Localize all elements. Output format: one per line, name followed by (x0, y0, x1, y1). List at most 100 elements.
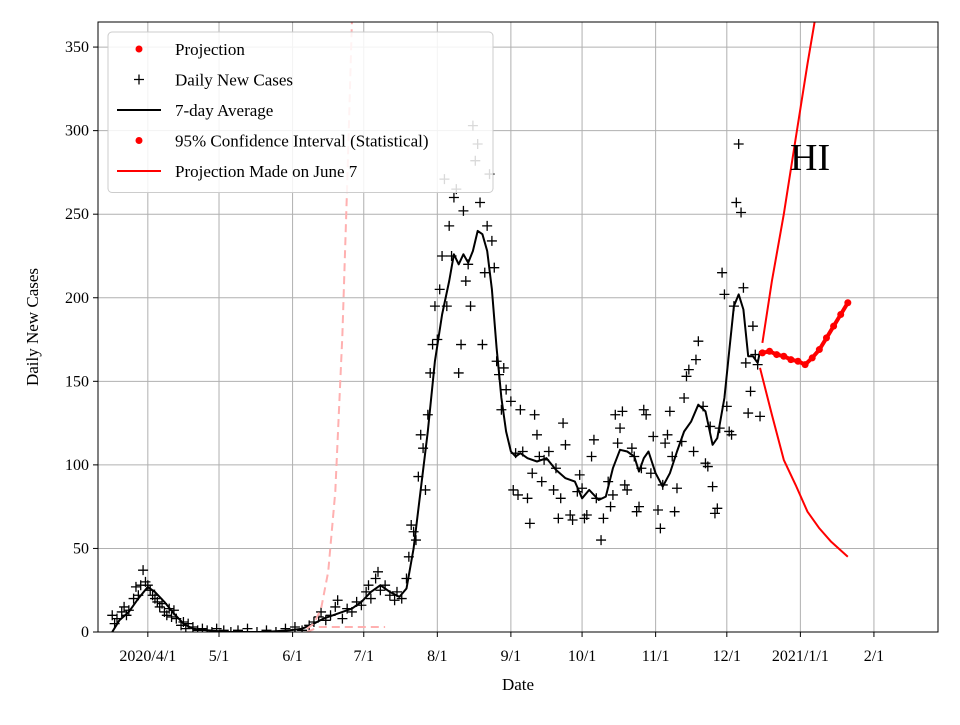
daily-case-point (596, 535, 607, 546)
daily-case-point (161, 610, 172, 621)
daily-case-point (501, 384, 512, 395)
daily-case-point (505, 396, 516, 407)
daily-case-point (420, 484, 431, 495)
daily-case-point (498, 362, 509, 373)
daily-case-point (690, 354, 701, 365)
daily-case-point (434, 284, 445, 295)
y-tick-label: 0 (81, 624, 89, 641)
daily-case-point (408, 526, 419, 537)
daily-case-point (638, 404, 649, 415)
daily-case-point (513, 489, 523, 500)
daily-case-point (373, 566, 383, 577)
daily-case-point (555, 493, 566, 504)
daily-case-point (662, 429, 673, 440)
daily-case-point (558, 418, 569, 429)
daily-case-point (581, 510, 592, 521)
x-axis-label: Date (502, 675, 534, 694)
daily-case-point (453, 367, 464, 378)
daily-case-point (152, 596, 163, 607)
daily-case-point (648, 431, 659, 442)
daily-case-point (645, 468, 656, 479)
daily-case-point (479, 267, 490, 278)
daily-case-point (731, 197, 742, 208)
daily-case-point (740, 357, 751, 368)
daily-case-point (707, 481, 718, 492)
projection-line (761, 301, 850, 367)
legend-label: Daily New Cases (175, 71, 293, 90)
daily-case-point (225, 627, 236, 632)
x-tick-label: 11/1 (642, 648, 670, 665)
chart-annotation: HI (790, 137, 830, 179)
daily-case-point (586, 451, 597, 462)
x-tick-label: 12/1 (713, 648, 741, 665)
daily-case-point (664, 406, 675, 417)
daily-case-point (688, 446, 699, 457)
daily-case-point (588, 434, 599, 445)
daily-case-point (660, 438, 671, 449)
daily-case-point (755, 411, 766, 422)
daily-case-point (610, 409, 621, 420)
y-axis-label: Daily New Cases (23, 268, 42, 386)
daily-case-point (702, 461, 713, 472)
daily-case-point (429, 301, 440, 312)
y-tick-label: 300 (65, 123, 89, 140)
y-tick-label: 200 (65, 290, 89, 307)
daily-case-point (178, 616, 189, 627)
daily-case-point (477, 339, 488, 350)
daily-case-point (389, 595, 400, 606)
daily-case-point (560, 439, 571, 450)
daily-case-point (218, 625, 229, 632)
daily-case-point (489, 262, 500, 273)
daily-case-point (531, 429, 542, 440)
daily-case-point (515, 404, 526, 415)
daily-case-point (415, 429, 426, 440)
daily-case-point (683, 364, 694, 375)
daily-case-point (679, 393, 690, 404)
daily-case-point (548, 484, 559, 495)
x-tick-label: 8/1 (427, 648, 447, 665)
daily-case-point (437, 250, 448, 261)
x-tick-label: 2020/4/1 (119, 648, 176, 665)
legend-label: Projection (175, 40, 245, 59)
x-tick-label: 6/1 (282, 648, 302, 665)
daily-case-point (458, 205, 469, 216)
y-tick-label: 350 (65, 39, 89, 56)
daily-case-point (444, 220, 455, 231)
daily-case-point (401, 573, 412, 584)
daily-case-point (142, 580, 153, 591)
daily-case-point (612, 438, 623, 449)
legend-marker-plus (134, 74, 144, 85)
legend-marker-dot (135, 137, 143, 144)
daily-case-point (634, 501, 645, 512)
daily-case-point (709, 508, 720, 519)
daily-case-point (448, 192, 459, 203)
daily-case-point (617, 406, 628, 417)
daily-case-point (553, 513, 564, 524)
daily-case-point (486, 235, 497, 246)
95-confidence-interval-statistical-upper-line (761, 22, 816, 344)
y-tick-label: 100 (65, 457, 89, 474)
daily-case-point (138, 565, 149, 576)
x-tick-label: 9/1 (501, 648, 521, 665)
plot-area (107, 22, 852, 632)
daily-case-point (712, 503, 723, 514)
daily-case-point (316, 606, 327, 617)
daily-case-point (733, 139, 744, 149)
daily-case-point (233, 625, 243, 632)
daily-case-point (693, 336, 704, 347)
daily-case-point (567, 515, 578, 526)
daily-case-point (747, 321, 758, 332)
daily-case-point (536, 476, 547, 487)
daily-case-point (527, 468, 538, 479)
daily-case-point (615, 423, 626, 434)
daily-case-point (543, 446, 554, 457)
y-axis: 0 50 100 150 200 250 300 350 (65, 39, 98, 641)
daily-case-point (375, 585, 386, 596)
daily-case-point (270, 627, 281, 632)
daily-case-point (261, 625, 272, 632)
projection-made-on-june-7-lower-line (306, 626, 386, 632)
daily-case-point (524, 518, 535, 529)
daily-case-point (465, 301, 476, 312)
